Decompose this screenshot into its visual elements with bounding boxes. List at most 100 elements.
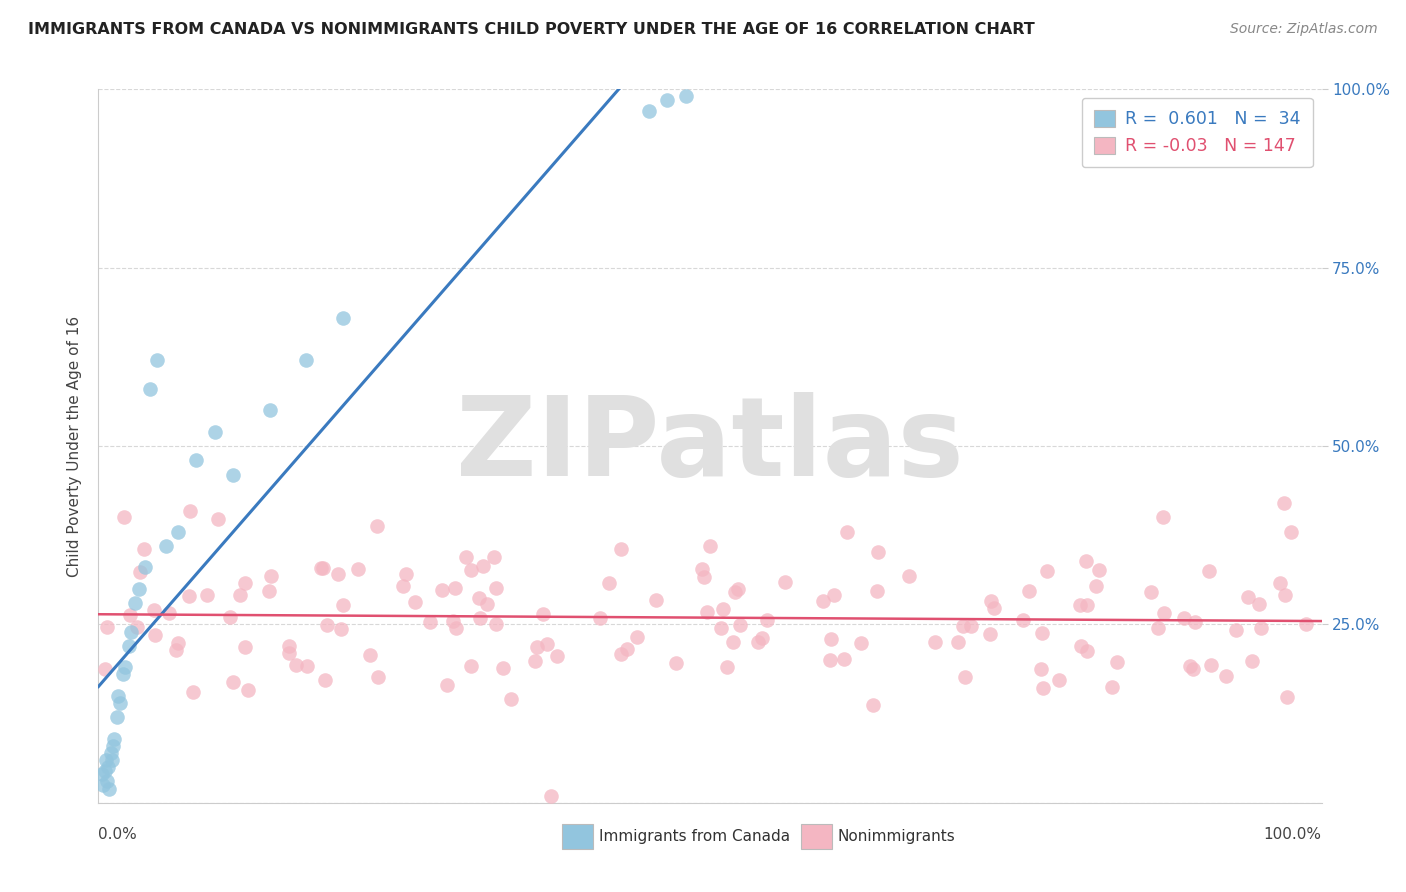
Point [751, 632, 773, 646]
Point [1018, 583, 1040, 598]
Point [314, 673, 336, 687]
Point [482, 549, 505, 564]
Point [1153, 606, 1175, 620]
Point [359, 648, 381, 662]
Point [835, 524, 858, 539]
Point [1279, 524, 1302, 539]
Point [100, 746, 122, 760]
Point [419, 615, 441, 629]
Point [1101, 680, 1123, 694]
Point [523, 654, 546, 668]
Point [204, 425, 226, 439]
Point [862, 698, 884, 712]
Point [309, 561, 332, 575]
Point [1069, 598, 1091, 612]
Point [332, 310, 354, 325]
Point [1274, 588, 1296, 602]
Point [181, 685, 204, 699]
Point [91, 778, 114, 792]
Point [167, 636, 190, 650]
Point [1268, 576, 1291, 591]
Point [222, 675, 245, 690]
Point [295, 659, 318, 673]
Point [811, 594, 834, 608]
Point [146, 353, 169, 368]
Point [284, 657, 307, 672]
Point [1032, 681, 1054, 696]
Point [897, 569, 920, 583]
Text: 0.0%: 0.0% [98, 827, 138, 841]
Point [94, 753, 117, 767]
Point [107, 689, 129, 703]
Text: ZIPatlas: ZIPatlas [456, 392, 965, 500]
Point [924, 635, 946, 649]
Point [1084, 579, 1107, 593]
Point [953, 670, 976, 684]
Point [1215, 669, 1237, 683]
Point [1074, 554, 1097, 568]
Point [430, 583, 453, 598]
Text: IMMIGRANTS FROM CANADA VS NONIMMIGRANTS CHILD POVERTY UNDER THE AGE OF 16 CORREL: IMMIGRANTS FROM CANADA VS NONIMMIGRANTS … [28, 22, 1035, 37]
Point [832, 652, 855, 666]
Point [96, 774, 118, 789]
Point [960, 619, 983, 633]
Point [222, 467, 245, 482]
Point [179, 504, 201, 518]
Point [823, 588, 845, 602]
Point [195, 588, 218, 602]
Point [723, 584, 745, 599]
Point [820, 632, 842, 646]
Point [142, 603, 165, 617]
Point [1031, 626, 1053, 640]
Point [979, 627, 1001, 641]
Point [1225, 623, 1247, 637]
Point [105, 710, 128, 724]
Point [983, 600, 1005, 615]
Point [1199, 658, 1222, 673]
Point [730, 617, 752, 632]
Point [1140, 585, 1163, 599]
Point [1173, 611, 1195, 625]
Point [468, 611, 491, 625]
Point [536, 637, 558, 651]
Point [233, 575, 256, 590]
Point [129, 566, 152, 580]
Point [1198, 564, 1220, 578]
Point [1181, 662, 1204, 676]
Point [1011, 614, 1033, 628]
Point [207, 512, 229, 526]
Point [1076, 644, 1098, 658]
Point [501, 692, 523, 706]
Point [124, 596, 146, 610]
Point [128, 582, 150, 596]
Point [404, 594, 426, 608]
Point [111, 667, 134, 681]
Point [531, 607, 554, 622]
Point [93, 764, 115, 778]
Point [177, 589, 200, 603]
Point [112, 510, 135, 524]
Point [120, 624, 142, 639]
Point [103, 731, 125, 746]
Point [699, 539, 721, 553]
Point [278, 639, 301, 653]
Point [1274, 496, 1296, 510]
Text: Immigrants from Canada: Immigrants from Canada [599, 830, 790, 844]
Point [367, 670, 389, 684]
Point [118, 607, 141, 622]
Point [460, 563, 482, 577]
Point [278, 646, 301, 660]
Point [1147, 621, 1170, 635]
Point [132, 542, 155, 557]
Point [1088, 563, 1111, 577]
Point [1031, 662, 1053, 676]
Point [716, 660, 738, 674]
Point [165, 643, 187, 657]
Point [219, 610, 242, 624]
Point [849, 635, 872, 649]
Point [665, 656, 688, 670]
Point [485, 617, 508, 632]
Point [139, 382, 162, 396]
Point [598, 576, 620, 591]
Point [91, 767, 114, 781]
